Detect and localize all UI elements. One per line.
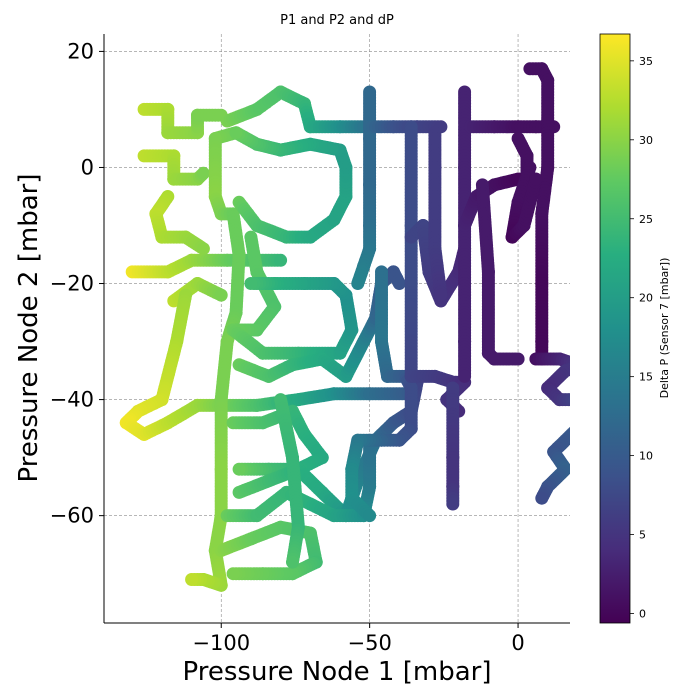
- data-point: [579, 401, 592, 414]
- colorbar-tick-label: 35: [639, 55, 653, 68]
- data-point: [214, 288, 228, 302]
- y-tick-label: −20: [50, 272, 94, 296]
- data-point: [196, 242, 210, 256]
- y-axis-label: Pressure Node 2 [mbar]: [14, 174, 44, 483]
- data-point: [571, 393, 584, 406]
- data-point: [583, 405, 596, 418]
- data-point: [575, 360, 588, 373]
- data-point: [529, 172, 543, 186]
- data-point: [568, 426, 570, 435]
- data-point: [226, 567, 240, 581]
- data-point: [577, 413, 590, 426]
- data-point: [351, 277, 365, 290]
- data-point: [244, 277, 258, 290]
- data-point: [569, 365, 570, 371]
- data-point: [568, 394, 570, 405]
- data-point: [196, 166, 210, 180]
- data-point: [571, 358, 584, 371]
- chart-title: P1 and P2 and dP: [280, 13, 394, 28]
- data-point: [580, 358, 593, 371]
- data-point: [583, 405, 596, 418]
- data-point: [575, 416, 588, 429]
- data-point: [232, 462, 246, 476]
- data-point: [511, 352, 525, 366]
- y-tick-labels: 20 0 −20 −40 −60: [50, 39, 104, 528]
- data-point: [392, 277, 406, 290]
- colorbar-tick-label: 5: [639, 529, 646, 542]
- data-point: [571, 422, 584, 435]
- y-tick-label: 0: [81, 155, 94, 179]
- data-point: [575, 397, 588, 410]
- colorbar-tick-label: 15: [639, 371, 653, 384]
- data-point: [571, 422, 584, 435]
- data-point: [578, 411, 591, 424]
- data-point: [583, 358, 596, 371]
- data-point: [572, 361, 585, 374]
- data-point: [578, 360, 591, 373]
- data-point: [185, 573, 199, 586]
- data-point: [581, 407, 594, 420]
- y-tick-label: 20: [67, 39, 94, 63]
- data-point: [458, 369, 472, 383]
- data-point: [511, 132, 525, 145]
- data-point: [574, 418, 587, 431]
- data-point: [573, 395, 586, 408]
- colorbar-tick-label: 10: [639, 450, 653, 463]
- data-point: [229, 126, 243, 140]
- data-point: [580, 409, 593, 422]
- y-tick-label: −40: [50, 388, 94, 412]
- colorbar-label: Delta P (Sensor 7 [mbar]): [658, 258, 671, 399]
- x-tick-labels: −100 −50 0: [192, 623, 525, 655]
- data-point: [565, 393, 570, 406]
- data-point: [568, 359, 570, 369]
- y-tick-label: −60: [50, 504, 94, 528]
- colorbar-tick-labels: 0 5 10 15 20 25 30 35: [630, 55, 653, 621]
- data-points: [119, 62, 596, 592]
- data-point: [577, 358, 590, 371]
- data-point: [446, 497, 460, 511]
- data-point: [434, 288, 448, 302]
- data-point: [581, 403, 594, 416]
- data-point: [274, 253, 288, 267]
- data-point: [363, 509, 377, 523]
- x-tick-label: −100: [192, 631, 250, 655]
- colorbar-tick-label: 20: [639, 292, 653, 305]
- colorbar-tick-label: 0: [639, 608, 646, 621]
- colorbar: [599, 33, 631, 624]
- data-point: [535, 491, 549, 505]
- colorbar-tick-label: 30: [639, 134, 653, 147]
- data-point: [572, 420, 585, 433]
- data-point: [286, 555, 299, 569]
- data-point: [571, 393, 584, 406]
- colorbar-tick-label: 25: [639, 213, 653, 226]
- data-point: [583, 358, 596, 371]
- x-tick-label: 0: [511, 631, 524, 655]
- data-point: [571, 358, 584, 371]
- data-point: [580, 359, 593, 372]
- x-axis-label: Pressure Node 1 [mbar]: [183, 657, 492, 687]
- data-point: [577, 399, 590, 412]
- x-tick-label: −50: [347, 631, 391, 655]
- data-point: [574, 358, 587, 371]
